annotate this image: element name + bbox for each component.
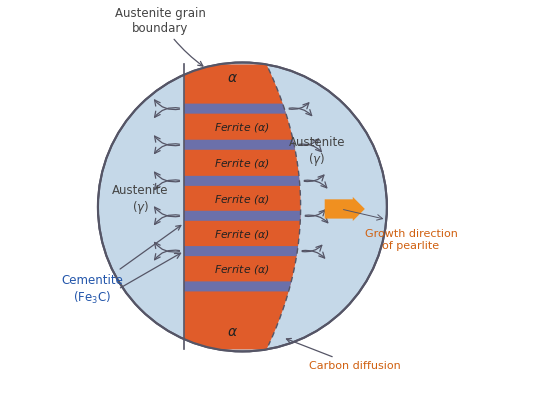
Polygon shape — [184, 282, 292, 292]
Text: Growth direction
of pearlite: Growth direction of pearlite — [365, 229, 457, 250]
Polygon shape — [184, 247, 298, 256]
Polygon shape — [184, 211, 301, 221]
Text: Ferrite ($\alpha$): Ferrite ($\alpha$) — [214, 157, 270, 170]
Text: Ferrite ($\alpha$): Ferrite ($\alpha$) — [214, 263, 270, 276]
Text: Austenite grain
boundary: Austenite grain boundary — [115, 7, 206, 67]
Polygon shape — [184, 176, 300, 187]
Text: Ferrite ($\alpha$): Ferrite ($\alpha$) — [214, 192, 270, 205]
Text: Cementite
(Fe$_3$C): Cementite (Fe$_3$C) — [61, 226, 181, 305]
Polygon shape — [184, 140, 295, 151]
Circle shape — [98, 63, 387, 352]
Text: Ferrite ($\alpha$): Ferrite ($\alpha$) — [214, 121, 270, 134]
Text: Ferrite ($\alpha$): Ferrite ($\alpha$) — [214, 227, 270, 240]
Text: Austenite
($\gamma$): Austenite ($\gamma$) — [288, 135, 345, 168]
Polygon shape — [184, 104, 286, 115]
Text: Carbon diffusion: Carbon diffusion — [286, 339, 401, 371]
Text: $\alpha$: $\alpha$ — [227, 325, 238, 339]
Polygon shape — [184, 65, 301, 350]
FancyArrow shape — [325, 198, 365, 221]
Text: Austenite
($\gamma$): Austenite ($\gamma$) — [112, 183, 168, 216]
Text: $\alpha$: $\alpha$ — [227, 70, 238, 84]
